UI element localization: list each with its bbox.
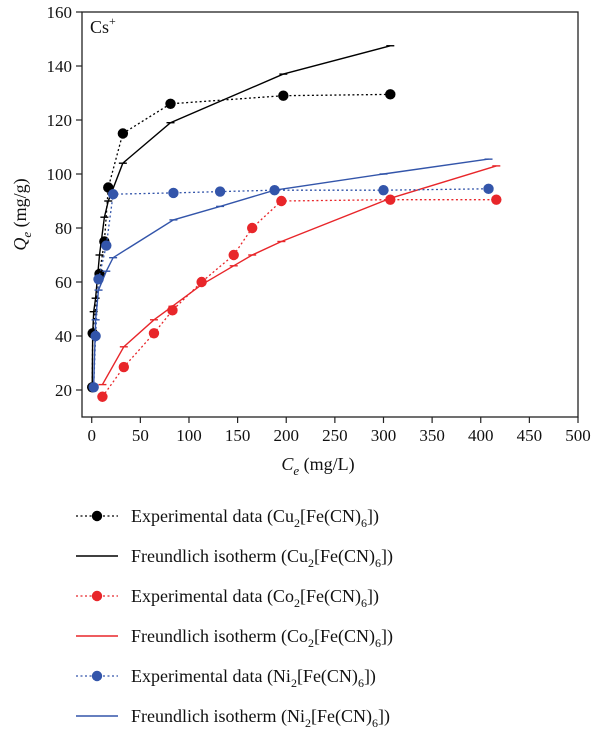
ion-annotation: Cs+ bbox=[90, 14, 116, 37]
legend-marker bbox=[91, 510, 103, 522]
data-point bbox=[278, 90, 289, 101]
legend-label: Freundlich isotherm (Cu2[Fe(CN)6]) bbox=[131, 546, 393, 570]
x-tick-label: 450 bbox=[517, 426, 543, 445]
legend-label: Freundlich isotherm (Co2[Fe(CN)6]) bbox=[131, 626, 393, 650]
axes: 0 50 100 150 200 250 300 350 400 450 500 20 40 60 80 10… bbox=[10, 3, 591, 478]
series-line bbox=[93, 188, 489, 388]
x-tick-label: 200 bbox=[273, 426, 299, 445]
legend-label: Experimental data (Co2[Fe(CN)6]) bbox=[131, 586, 379, 610]
x-tick-label: 50 bbox=[132, 426, 149, 445]
y-tick-label: 140 bbox=[47, 57, 73, 76]
data-point bbox=[246, 222, 258, 234]
series-5-fit bbox=[89, 158, 493, 386]
y-tick-label: 60 bbox=[55, 273, 72, 292]
x-axis-title: Ce (mg/L) bbox=[281, 454, 354, 478]
data-point bbox=[107, 189, 119, 200]
x-tick-label: 300 bbox=[371, 426, 397, 445]
x-tick-label: 150 bbox=[225, 426, 251, 445]
data-point bbox=[148, 328, 160, 339]
series-layer bbox=[87, 45, 502, 402]
legend-label: Experimental data (Cu2[Fe(CN)6]) bbox=[131, 506, 379, 530]
series-2-experimental bbox=[97, 194, 502, 402]
data-point bbox=[165, 98, 176, 110]
x-tick-label: 350 bbox=[419, 426, 445, 445]
legend-marker bbox=[91, 670, 103, 682]
data-point bbox=[117, 128, 129, 139]
y-tick-label: 80 bbox=[55, 219, 72, 238]
x-tick-label: 400 bbox=[468, 426, 494, 445]
data-point bbox=[101, 240, 112, 251]
data-point bbox=[378, 185, 389, 196]
legend: Experimental data (Cu2[Fe(CN)6]) Freundli… bbox=[76, 506, 393, 730]
legend-entry-3: Freundlich isotherm (Co2[Fe(CN)6]) bbox=[76, 626, 393, 650]
data-point bbox=[168, 187, 179, 199]
data-point bbox=[483, 183, 494, 195]
legend-entry-2: Experimental data (Co2[Fe(CN)6]) bbox=[76, 586, 379, 610]
series-1-fit bbox=[88, 45, 395, 388]
y-tick-label: 120 bbox=[47, 111, 73, 130]
data-point bbox=[214, 186, 226, 197]
legend-entry-1: Freundlich isotherm (Cu2[Fe(CN)6]) bbox=[76, 546, 393, 570]
data-point bbox=[491, 194, 502, 205]
data-point bbox=[276, 195, 287, 207]
data-point bbox=[228, 249, 239, 261]
plot-frame bbox=[81, 11, 579, 418]
x-tick-label: 250 bbox=[322, 426, 348, 445]
x-tick-label: 500 bbox=[565, 426, 591, 445]
series-line bbox=[91, 93, 391, 388]
fit-line bbox=[101, 165, 497, 385]
data-point bbox=[118, 361, 130, 373]
data-point bbox=[385, 89, 396, 100]
series-4-experimental bbox=[88, 183, 494, 393]
y-tick-label: 40 bbox=[55, 327, 72, 346]
legend-entry-4: Experimental data (Ni2[Fe(CN)6]) bbox=[76, 666, 376, 690]
series-line bbox=[101, 199, 497, 398]
x-tick-label: 100 bbox=[176, 426, 202, 445]
y-tick-label: 160 bbox=[47, 3, 73, 22]
y-tick-label: 100 bbox=[47, 165, 73, 184]
series-3-fit bbox=[98, 165, 501, 386]
y-axis-title: Qe (mg/g) bbox=[10, 178, 34, 250]
y-tick-label: 20 bbox=[55, 381, 72, 400]
legend-entry-0: Experimental data (Cu2[Fe(CN)6]) bbox=[76, 506, 379, 530]
fit-line bbox=[93, 158, 489, 385]
series-0-experimental bbox=[87, 89, 396, 393]
legend-label: Experimental data (Ni2[Fe(CN)6]) bbox=[131, 666, 376, 690]
legend-entry-5: Freundlich isotherm (Ni2[Fe(CN)6]) bbox=[76, 706, 390, 730]
legend-marker bbox=[91, 590, 103, 602]
x-tick-label: 0 bbox=[87, 426, 96, 445]
data-point bbox=[97, 391, 108, 402]
legend-label: Freundlich isotherm (Ni2[Fe(CN)6]) bbox=[131, 706, 390, 730]
